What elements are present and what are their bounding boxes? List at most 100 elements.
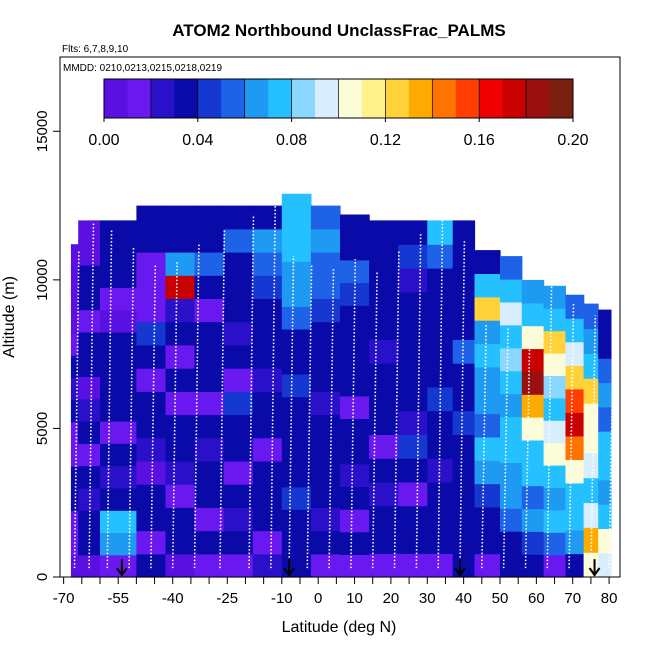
- heatmap-cell: [70, 532, 79, 556]
- heatmap-cell: [598, 528, 612, 554]
- heatmap-cell: [281, 396, 312, 420]
- heatmap-cell: [78, 421, 101, 444]
- heatmap-cell: [78, 376, 101, 400]
- heatmap-cell: [281, 374, 312, 398]
- heatmap-cell: [369, 268, 399, 293]
- heatmap-cell: [583, 353, 599, 379]
- x-tick-label: 80: [601, 590, 618, 607]
- heatmap-cell: [543, 442, 566, 466]
- heatmap-cell: [281, 554, 312, 578]
- heatmap-cell: [194, 205, 225, 230]
- heatmap-cell: [100, 242, 137, 266]
- flight-profile: [88, 223, 95, 569]
- x-tick-label: 60: [528, 590, 545, 607]
- heatmap-cell: [100, 287, 137, 311]
- heatmap-cell: [310, 507, 341, 532]
- colorbar-swatch: [127, 79, 152, 118]
- heatmap-cell: [598, 455, 612, 481]
- heatmap-cell: [474, 530, 501, 555]
- heatmap-cell: [369, 244, 399, 269]
- x-tick-label: 70: [564, 590, 581, 607]
- heatmap-cell: [252, 460, 283, 485]
- dates-label: MMDD: 0210,0213,0215,0218,0219: [63, 63, 222, 74]
- heatmap-cell: [223, 414, 254, 439]
- heatmap-cell: [427, 529, 454, 554]
- heatmap-cell: [500, 416, 523, 440]
- heatmap-cell: [252, 344, 283, 369]
- colorbar-tick-label: 0.08: [276, 132, 307, 149]
- heatmap-cell: [223, 228, 254, 253]
- y-tick-label: 10000: [34, 259, 51, 301]
- heatmap-cell: [310, 344, 341, 369]
- heatmap-cell: [136, 228, 167, 253]
- colorbar-swatch: [244, 79, 269, 118]
- heatmap-cell: [78, 398, 101, 422]
- heatmap-cell: [427, 458, 454, 483]
- heatmap-cell: [565, 553, 585, 578]
- heatmap-cell: [70, 466, 79, 489]
- heatmap-cell: [78, 532, 101, 556]
- heatmap-cell: [223, 298, 254, 323]
- heatmap-cell: [565, 341, 585, 366]
- heatmap-cell: [281, 509, 312, 533]
- heatmap-cell: [474, 460, 501, 485]
- heatmap-cell: [598, 309, 612, 335]
- heatmap-cell: [474, 436, 501, 461]
- heatmap-cell: [194, 252, 225, 276]
- heatmap-cell: [474, 343, 501, 368]
- colorbar-swatch: [315, 79, 339, 118]
- heatmap-cell: [474, 320, 501, 345]
- heatmap-cell: [474, 273, 501, 298]
- heatmap-cell: [398, 529, 428, 554]
- heatmap-cell: [500, 531, 523, 555]
- heatmap-cell: [194, 530, 225, 555]
- heatmap-cell: [565, 365, 585, 390]
- heatmap-cell: [252, 391, 283, 416]
- heatmap-cell: [452, 529, 476, 554]
- flight-profile: [150, 264, 157, 569]
- heatmap-cell: [281, 261, 312, 285]
- heatmap-cell: [78, 465, 101, 489]
- heatmap-cell: [398, 268, 428, 293]
- heatmap-cell: [474, 413, 501, 438]
- heatmap-cell: [78, 554, 101, 578]
- heatmap-cell: [310, 252, 341, 276]
- heatmap-cell: [500, 439, 523, 463]
- heatmap-cell: [583, 403, 599, 429]
- heatmap-cell: [340, 373, 370, 397]
- heatmap-cell: [452, 458, 476, 483]
- heatmap-cell: [70, 266, 79, 290]
- heatmap-cell: [70, 443, 79, 467]
- heatmap-cell: [543, 375, 566, 399]
- heatmap-cell: [340, 350, 370, 374]
- heatmap-cell: [281, 193, 312, 217]
- x-tick-label: 30: [419, 590, 436, 607]
- heatmap-cell: [223, 460, 254, 485]
- heatmap-cell: [598, 504, 612, 529]
- heatmap-cell: [500, 485, 523, 509]
- heatmap-cell: [474, 483, 501, 508]
- heatmap-cell: [136, 507, 167, 532]
- heatmap-cell: [136, 484, 167, 508]
- heatmap-cell: [500, 370, 523, 395]
- flight-profile: [590, 315, 597, 569]
- heatmap-cell: [310, 530, 341, 555]
- x-tick-label: 0: [314, 590, 322, 607]
- heatmap-cell: [165, 553, 196, 578]
- heatmap-cell: [78, 265, 101, 288]
- plot-border: [59, 56, 621, 578]
- heatmap-cell: [474, 390, 501, 415]
- y-tick-label: 15000: [34, 110, 51, 152]
- heatmap-cell: [543, 397, 566, 421]
- heatmap-cell: [598, 479, 612, 505]
- heatmap-cell: [521, 302, 545, 327]
- heatmap-cell: [340, 531, 370, 555]
- x-tick-label: 50: [492, 590, 509, 607]
- heatmap-cell: [223, 507, 254, 532]
- colorbar-swatch: [338, 79, 363, 118]
- marker-arrow-head: [283, 567, 295, 577]
- flight-profile: [524, 333, 531, 569]
- heatmap-cell: [474, 507, 501, 531]
- heatmap-cell: [223, 553, 254, 578]
- heatmap-cell: [165, 507, 196, 532]
